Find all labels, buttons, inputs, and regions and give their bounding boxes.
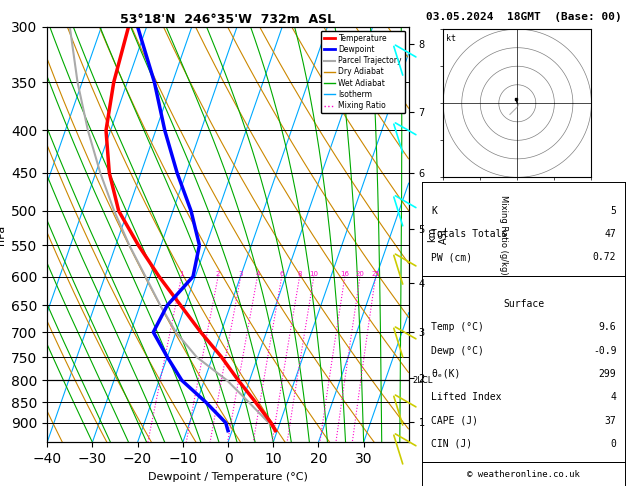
Text: 9.6: 9.6 — [599, 322, 616, 332]
Text: 2LCL: 2LCL — [413, 376, 433, 385]
Text: 0: 0 — [611, 439, 616, 449]
Text: 8: 8 — [298, 271, 302, 277]
Text: Dewp (°C): Dewp (°C) — [431, 346, 484, 356]
Text: 47: 47 — [604, 229, 616, 239]
Text: Surface: Surface — [503, 299, 544, 309]
Text: 299: 299 — [599, 369, 616, 379]
Text: kt: kt — [446, 34, 456, 43]
Text: 4: 4 — [255, 271, 260, 277]
Text: 03.05.2024  18GMT  (Base: 00): 03.05.2024 18GMT (Base: 00) — [426, 12, 621, 22]
Text: PW (cm): PW (cm) — [431, 252, 472, 262]
Text: Lifted Index: Lifted Index — [431, 392, 501, 402]
Text: CIN (J): CIN (J) — [431, 439, 472, 449]
Text: © weatheronline.co.uk: © weatheronline.co.uk — [467, 469, 580, 479]
Text: 37: 37 — [604, 416, 616, 426]
Text: Mixing Ratio (g/kg): Mixing Ratio (g/kg) — [499, 195, 508, 274]
Text: 5: 5 — [611, 206, 616, 216]
Text: 25: 25 — [371, 271, 380, 277]
Text: K: K — [431, 206, 437, 216]
Text: 3: 3 — [238, 271, 243, 277]
Text: 10: 10 — [309, 271, 318, 277]
Text: 4: 4 — [611, 392, 616, 402]
Text: 1: 1 — [179, 271, 184, 277]
Title: 53°18'N  246°35'W  732m  ASL: 53°18'N 246°35'W 732m ASL — [120, 13, 336, 26]
X-axis label: Dewpoint / Temperature (°C): Dewpoint / Temperature (°C) — [148, 471, 308, 482]
Text: Temp (°C): Temp (°C) — [431, 322, 484, 332]
Text: θₑ(K): θₑ(K) — [431, 369, 460, 379]
Text: Totals Totals: Totals Totals — [431, 229, 508, 239]
Text: 16: 16 — [340, 271, 349, 277]
Text: CAPE (J): CAPE (J) — [431, 416, 478, 426]
Text: 2: 2 — [216, 271, 220, 277]
Y-axis label: hPa: hPa — [0, 225, 6, 244]
Text: 6: 6 — [279, 271, 284, 277]
Text: 0.72: 0.72 — [593, 252, 616, 262]
Y-axis label: km
ASL: km ASL — [428, 226, 449, 243]
Text: 20: 20 — [355, 271, 364, 277]
Text: -0.9: -0.9 — [593, 346, 616, 356]
Legend: Temperature, Dewpoint, Parcel Trajectory, Dry Adiabat, Wet Adiabat, Isotherm, Mi: Temperature, Dewpoint, Parcel Trajectory… — [321, 31, 405, 113]
